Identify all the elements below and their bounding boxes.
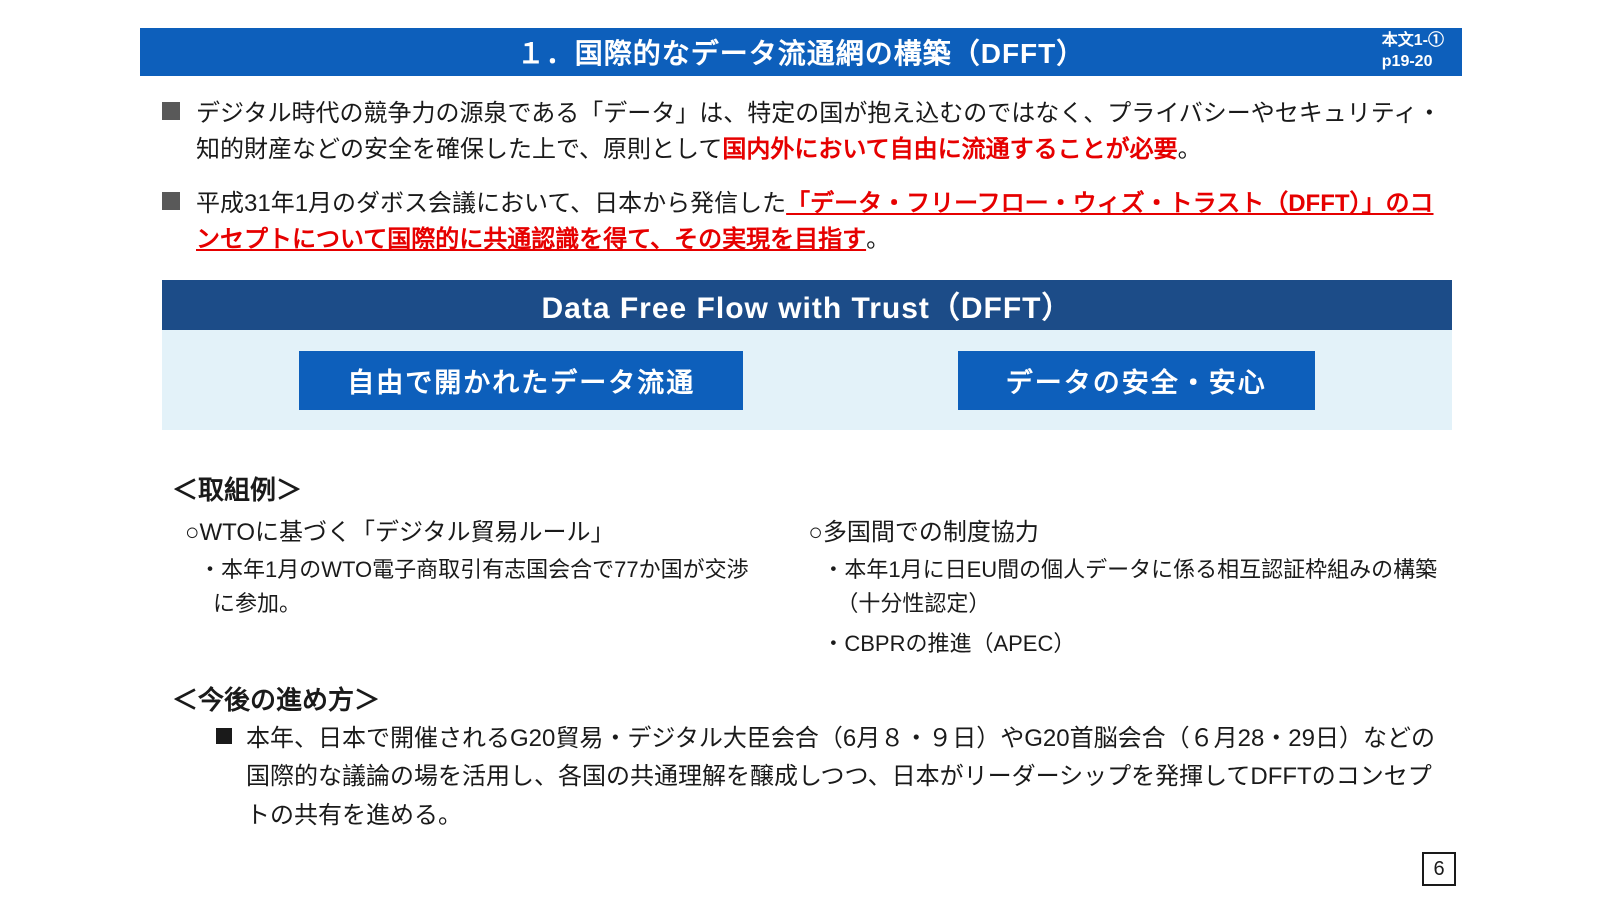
square-bullet-icon [216, 728, 232, 744]
pillar-left: 自由で開かれたデータ流通 [299, 351, 743, 410]
header-ref-line1: 本文1-① [1382, 31, 1444, 52]
bullet-1-text: デジタル時代の競争力の源泉である「データ」は、特定の国が抱え込むのではなく、プラ… [196, 96, 1450, 168]
pillar-right: データの安全・安心 [958, 351, 1315, 410]
next-step-bullet: 本年、日本で開催されるG20貿易・デジタル大臣会合（6月８・９日）やG20首脳会… [216, 720, 1450, 835]
next-steps-container: 本年、日本で開催されるG20貿易・デジタル大臣会合（6月８・９日）やG20首脳会… [216, 720, 1450, 835]
examples-right-column: ○多国間での制度協力 ・本年1月に日EU間の個人データに係る相互認証枠組みの構築… [768, 512, 1450, 667]
bullet-1-emphasis: 国内外において自由に流通することが必要 [722, 136, 1177, 163]
dfft-band-text: Data Free Flow with Trust（DFFT） [541, 283, 1072, 327]
bullet-1-post: 。 [1178, 136, 1202, 163]
page-number: 6 [1422, 852, 1456, 886]
pillars-container: 自由で開かれたデータ流通 データの安全・安心 [162, 330, 1452, 430]
examples-container: ○WTOに基づく「デジタル貿易ルール」 ・本年1月のWTO電子商取引有志国会合で… [185, 512, 1450, 667]
bullet-1: デジタル時代の競争力の源泉である「データ」は、特定の国が抱え込むのではなく、プラ… [162, 96, 1450, 168]
bullet-2-text: 平成31年1月のダボス会議において、日本から発信した「データ・フリーフロー・ウィ… [196, 186, 1450, 258]
next-step-text: 本年、日本で開催されるG20貿易・デジタル大臣会合（6月８・９日）やG20首脳会… [246, 720, 1450, 835]
dfft-band: Data Free Flow with Trust（DFFT） [162, 280, 1452, 330]
bullet-2-post: 。 [866, 226, 890, 253]
bullet-2: 平成31年1月のダボス会議において、日本から発信した「データ・フリーフロー・ウィ… [162, 186, 1450, 258]
main-bullets: デジタル時代の競争力の源泉である「データ」は、特定の国が抱え込むのではなく、プラ… [162, 96, 1450, 276]
nextsteps-heading: ＜今後の進め方＞ [172, 680, 380, 717]
slide-title: １．国際的なデータ流通網の構築（DFFT） [517, 32, 1086, 72]
square-bullet-icon [162, 102, 180, 120]
bullet-2-pre: 平成31年1月のダボス会議において、日本から発信した [196, 190, 786, 217]
slide-header: １．国際的なデータ流通網の構築（DFFT） 本文1-① p19-20 [140, 28, 1462, 76]
examples-left-column: ○WTOに基づく「デジタル貿易ルール」 ・本年1月のWTO電子商取引有志国会合で… [185, 512, 768, 667]
example-left-item-1: ・本年1月のWTO電子商取引有志国会合で77か国が交渉に参加。 [185, 553, 768, 621]
examples-heading: ＜取組例＞ [172, 470, 302, 507]
header-reference: 本文1-① p19-20 [1382, 31, 1444, 73]
example-right-title: ○多国間での制度協力 [808, 512, 1450, 547]
example-left-title: ○WTOに基づく「デジタル貿易ルール」 [185, 512, 768, 547]
square-bullet-icon [162, 192, 180, 210]
header-ref-line2: p19-20 [1382, 52, 1444, 73]
example-right-item-2: ・CBPRの推進（APEC） [808, 627, 1450, 661]
example-right-item-1: ・本年1月に日EU間の個人データに係る相互認証枠組みの構築（十分性認定） [808, 553, 1450, 621]
